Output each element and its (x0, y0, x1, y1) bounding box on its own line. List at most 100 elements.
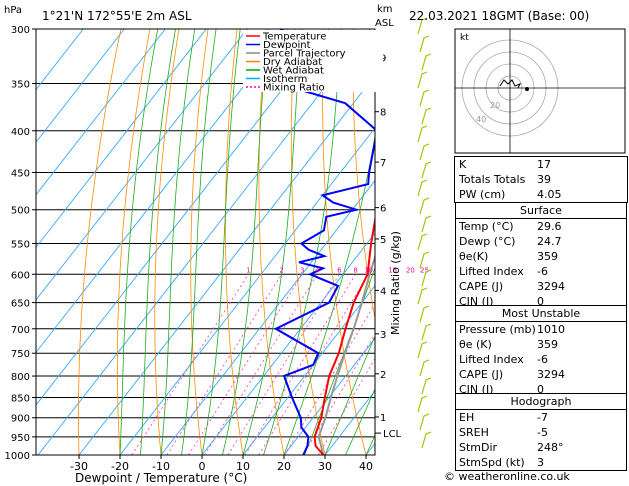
dry-adiabat (154, 29, 180, 455)
lcl-label: LCL (383, 429, 402, 440)
legend-label: Parcel Trajectory (263, 49, 346, 60)
wind-barb (421, 377, 432, 395)
wind-barb (421, 323, 432, 341)
mixing-ratio-line (303, 333, 375, 455)
isotherm (160, 179, 375, 455)
copyright: © weatheronline.co.uk (444, 470, 570, 483)
pressure-tick-label: 400 (11, 127, 30, 138)
km-tick-label: 3 (380, 330, 386, 341)
wet-adiabat (201, 29, 241, 455)
mixing-ratio-line (131, 274, 249, 455)
plot-frame (35, 28, 376, 456)
wet-adiabat (140, 29, 176, 455)
index-row: Totals Totals 39 (459, 173, 551, 186)
surface-row: Temp (°C) 29.6 (459, 220, 562, 233)
pressure-tick-label: 350 (11, 80, 30, 91)
legend-label: Mixing Ratio (263, 83, 325, 94)
parcel-trajectory-line (317, 253, 375, 455)
legend-background (243, 30, 383, 92)
hpa-label: hPa (4, 5, 22, 16)
wind-barb (421, 269, 432, 287)
wind-barb (417, 71, 428, 89)
asl-label: ASL (375, 18, 394, 29)
mixing-ratio-label: 10 (364, 266, 373, 274)
most-unstable-title: Most Unstable (456, 306, 626, 322)
km-label: km (377, 4, 393, 15)
axes: 3003504004505005506006507007508008509009… (5, 25, 402, 473)
dry-adiabat (322, 29, 367, 455)
mixing-ratio-label: 2 (279, 266, 283, 274)
mixing-ratio-line (227, 274, 340, 455)
surface-row: CIN (J) 0 (459, 295, 544, 308)
km-tick-label: 9 (380, 53, 386, 64)
pressure-tick-label: 550 (11, 239, 30, 250)
wind-barb (421, 53, 432, 71)
wind-barb (419, 305, 430, 323)
isotherm (78, 74, 375, 455)
wind-barbs (417, 17, 432, 449)
wind-barb (417, 395, 428, 413)
legend-label: Wet Adiabat (263, 66, 324, 77)
hodograph: kt 20 40 (454, 28, 626, 154)
hodograph-row: EH -7 (459, 411, 548, 424)
mixing-ratio-line (204, 274, 318, 455)
pressure-tick-label: 300 (11, 25, 30, 36)
km-tick-label: 5 (380, 235, 386, 246)
surface-row: CAPE (J) 3294 (459, 280, 565, 293)
mixing-ratio-label: 3 (300, 266, 304, 274)
unstable-row: CIN (J) 0 (459, 383, 544, 396)
hodo-ring-label-20: 20 (490, 101, 500, 110)
pressure-tick-label: 500 (11, 206, 30, 217)
pressure-tick-label: 450 (11, 168, 30, 179)
isotherm (242, 285, 375, 455)
wind-barb (417, 179, 428, 197)
pressure-tick-label: 950 (11, 433, 30, 444)
hodograph-section: Hodograph EH -7 SREH -5 StmDir 248° StmSpd … (455, 393, 627, 471)
unstable-row: Pressure (mb) 1010 (459, 323, 565, 336)
mixing-ratio-label: 6 (337, 266, 342, 274)
profiles (273, 29, 375, 455)
isotherm (37, 29, 371, 455)
isotherm (119, 127, 375, 455)
pressure-tick-label: 1000 (5, 451, 30, 462)
surface-row: θe(K) 359 (459, 250, 558, 263)
wet-adiabat (160, 29, 196, 455)
wind-barb (421, 431, 432, 449)
km-tick-label: 7 (380, 158, 386, 169)
unstable-row: CAPE (J) 3294 (459, 368, 565, 381)
dry-adiabat (78, 29, 122, 455)
mixing-ratio-label: 1 (246, 266, 250, 274)
mixing-ratio-label: 25 (420, 266, 429, 274)
location-title: 1°21'N 172°55'E 2m ASL (42, 9, 192, 23)
hodograph-title: Hodograph (456, 394, 626, 410)
temp-tick-label: 40 (359, 460, 373, 473)
hodograph-row: StmDir 248° (459, 441, 564, 454)
pressure-tick-label: 800 (11, 372, 30, 383)
wind-barb (417, 125, 428, 143)
surface-row: Lifted Index -6 (459, 265, 548, 278)
pressure-tick-label: 600 (11, 270, 30, 281)
legend-label: Dewpoint (263, 40, 311, 51)
mixing-ratio-line (244, 274, 356, 455)
temp-tick-label: 20 (277, 460, 291, 473)
km-tick-label: 2 (380, 370, 386, 381)
unstable-row: Lifted Index -6 (459, 353, 548, 366)
hodo-trace (499, 79, 522, 89)
pressure-tick-label: 750 (11, 349, 30, 360)
isotherm (36, 29, 248, 301)
wind-barb (421, 161, 432, 179)
isotherm (36, 29, 207, 249)
index-row: K 17 (459, 158, 551, 171)
pressure-tick-label: 900 (11, 414, 30, 425)
wind-barb (419, 251, 430, 269)
wind-barb (421, 215, 432, 233)
temp-tick-label: -10 (152, 460, 170, 473)
dry-adiabat (190, 29, 209, 455)
wet-adiabat (345, 388, 375, 455)
wet-adiabat (119, 29, 159, 455)
indices-table: K 17 Totals Totals 39 PW (cm) 4.05 (454, 156, 628, 203)
dry-adiabat (117, 29, 151, 455)
temp-tick-label: 10 (236, 460, 250, 473)
pressure-tick-label: 850 (11, 393, 30, 404)
